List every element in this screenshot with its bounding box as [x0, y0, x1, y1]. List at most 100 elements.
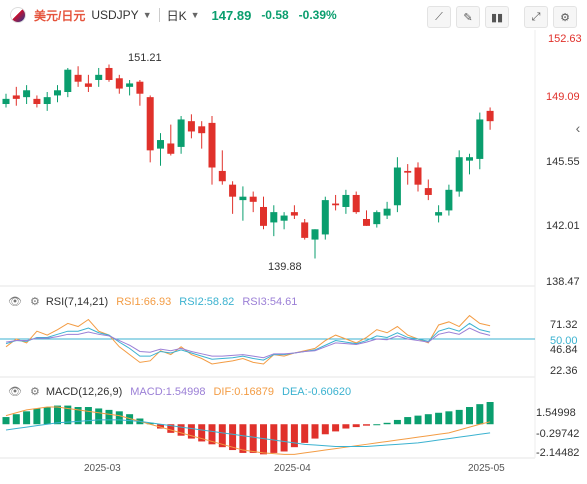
- candle-body: [363, 218, 370, 226]
- candle-body: [146, 97, 154, 151]
- price-axis-3: 145.55: [546, 156, 580, 168]
- collapse-panel-icon[interactable]: ‹: [575, 120, 581, 136]
- macd-bar: [2, 417, 10, 425]
- macd-bar: [424, 414, 432, 425]
- macd-bar: [445, 411, 453, 425]
- candles-icon[interactable]: ▮▮: [485, 6, 509, 28]
- candle-body: [414, 167, 422, 185]
- macd-bar: [270, 424, 278, 453]
- last-price: 147.89: [211, 7, 252, 23]
- macd-bar: [126, 414, 134, 425]
- candle-body: [435, 212, 443, 216]
- macd-bar: [486, 401, 494, 425]
- settings-icon[interactable]: ⚙: [29, 386, 40, 398]
- macd-bar: [105, 409, 113, 425]
- dif-value: DIF:0.16879: [213, 385, 275, 398]
- rsi-axis-3: 46.84: [550, 344, 578, 356]
- macd-bar: [198, 424, 206, 442]
- candle-body: [2, 98, 10, 105]
- rsi-axis-2: 50.00: [550, 335, 578, 347]
- candle-body: [177, 119, 185, 147]
- macd-bar: [43, 407, 51, 425]
- macd-bar: [342, 424, 350, 429]
- candle-body: [115, 78, 123, 89]
- rsi2-line: [5, 322, 491, 361]
- candle-body: [404, 170, 412, 173]
- macd-bar: [249, 424, 257, 453]
- macd-bar: [33, 408, 41, 425]
- settings-icon[interactable]: ⚙: [29, 296, 40, 308]
- macd-bar: [218, 424, 226, 448]
- price-axis-top: 152.63: [548, 33, 582, 45]
- macd-bar: [54, 405, 61, 425]
- dea-line: [5, 419, 491, 447]
- macd-bar: [208, 424, 216, 445]
- price-axis-bottom: 138.47: [546, 276, 580, 288]
- timeframe-dropdown-icon[interactable]: ▼: [190, 10, 200, 20]
- candle-body: [445, 189, 453, 211]
- candle-body: [136, 81, 144, 94]
- candle-body: [239, 196, 247, 201]
- macd-title: MACD(12,26,9): [45, 385, 123, 398]
- candle-body: [373, 212, 381, 225]
- macd-bar: [455, 409, 463, 425]
- rsi-axis-1: 71.32: [550, 319, 578, 331]
- macd-bar: [229, 424, 237, 451]
- eye-icon[interactable]: 👁: [8, 296, 22, 308]
- macd-legend: 👁 ⚙ MACD(12,26,9) MACD:1.54998 DIF:0.168…: [0, 385, 351, 399]
- macd-bar: [187, 424, 195, 439]
- x-axis-label-may: 2025-05: [468, 463, 505, 474]
- toolbar: ⟋ ✎ ▮▮ ⤢ ⚙: [427, 6, 577, 28]
- macd-bar: [167, 424, 175, 433]
- macd-bar: [363, 424, 370, 426]
- macd-bar: [311, 424, 319, 439]
- timeframe-selector[interactable]: 日K: [166, 8, 187, 23]
- rsi3-value: RSI3:54.61: [242, 295, 298, 308]
- settings-icon[interactable]: ⚙: [553, 6, 577, 28]
- macd-bar: [352, 424, 360, 428]
- candle-body: [208, 122, 216, 168]
- candle-body: [301, 222, 309, 238]
- symbol-dropdown-icon[interactable]: ▼: [142, 10, 152, 20]
- price-change: -0.58: [261, 8, 289, 22]
- macd-bar: [146, 422, 154, 425]
- rsi2-value: RSI2:58.82: [179, 295, 235, 308]
- symbol-code[interactable]: USDJPY: [91, 8, 139, 22]
- dif-line: [5, 406, 491, 455]
- macd-bar: [404, 417, 412, 425]
- candle-body: [332, 203, 340, 206]
- macd-bar: [64, 405, 72, 425]
- rsi-legend: 👁 ⚙ RSI(7,14,21) RSI1:66.93 RSI2:58.82 R…: [0, 295, 298, 309]
- candle-body: [43, 97, 51, 105]
- candle-body: [12, 95, 20, 99]
- divider: [158, 8, 160, 22]
- macd-bar: [321, 424, 329, 435]
- candle-body: [424, 188, 432, 195]
- eye-icon[interactable]: 👁: [8, 386, 22, 398]
- rsi1-line: [5, 314, 491, 365]
- macd-bar: [301, 424, 309, 443]
- x-axis-label-apr: 2025-04: [274, 463, 311, 474]
- candle-body: [270, 212, 278, 223]
- edit-icon[interactable]: ✎: [456, 6, 480, 28]
- candle-body: [126, 83, 134, 87]
- candle-body: [311, 229, 319, 240]
- rsi3-line: [5, 327, 491, 359]
- candle-body: [198, 126, 206, 134]
- chart-header: 美元/日元 USDJPY ▼ 日K ▼ 147.89 -0.58 -0.39%: [0, 0, 587, 30]
- macd-bar: [373, 424, 381, 426]
- rsi1-value: RSI1:66.93: [116, 295, 172, 308]
- macd-bar: [260, 424, 267, 455]
- candle-body: [23, 90, 31, 98]
- macd-bar: [115, 411, 123, 425]
- candle-body: [352, 194, 360, 213]
- macd-axis-2: -0.29742: [536, 428, 580, 440]
- macd-axis-3: -2.14482: [536, 447, 580, 459]
- pair-name[interactable]: 美元/日元: [34, 8, 86, 23]
- macd-bar: [23, 411, 31, 425]
- line-chart-icon[interactable]: ⟋: [427, 6, 451, 28]
- macd-bar: [95, 408, 103, 425]
- macd-bar: [239, 424, 247, 453]
- expand-icon[interactable]: ⤢: [524, 6, 548, 28]
